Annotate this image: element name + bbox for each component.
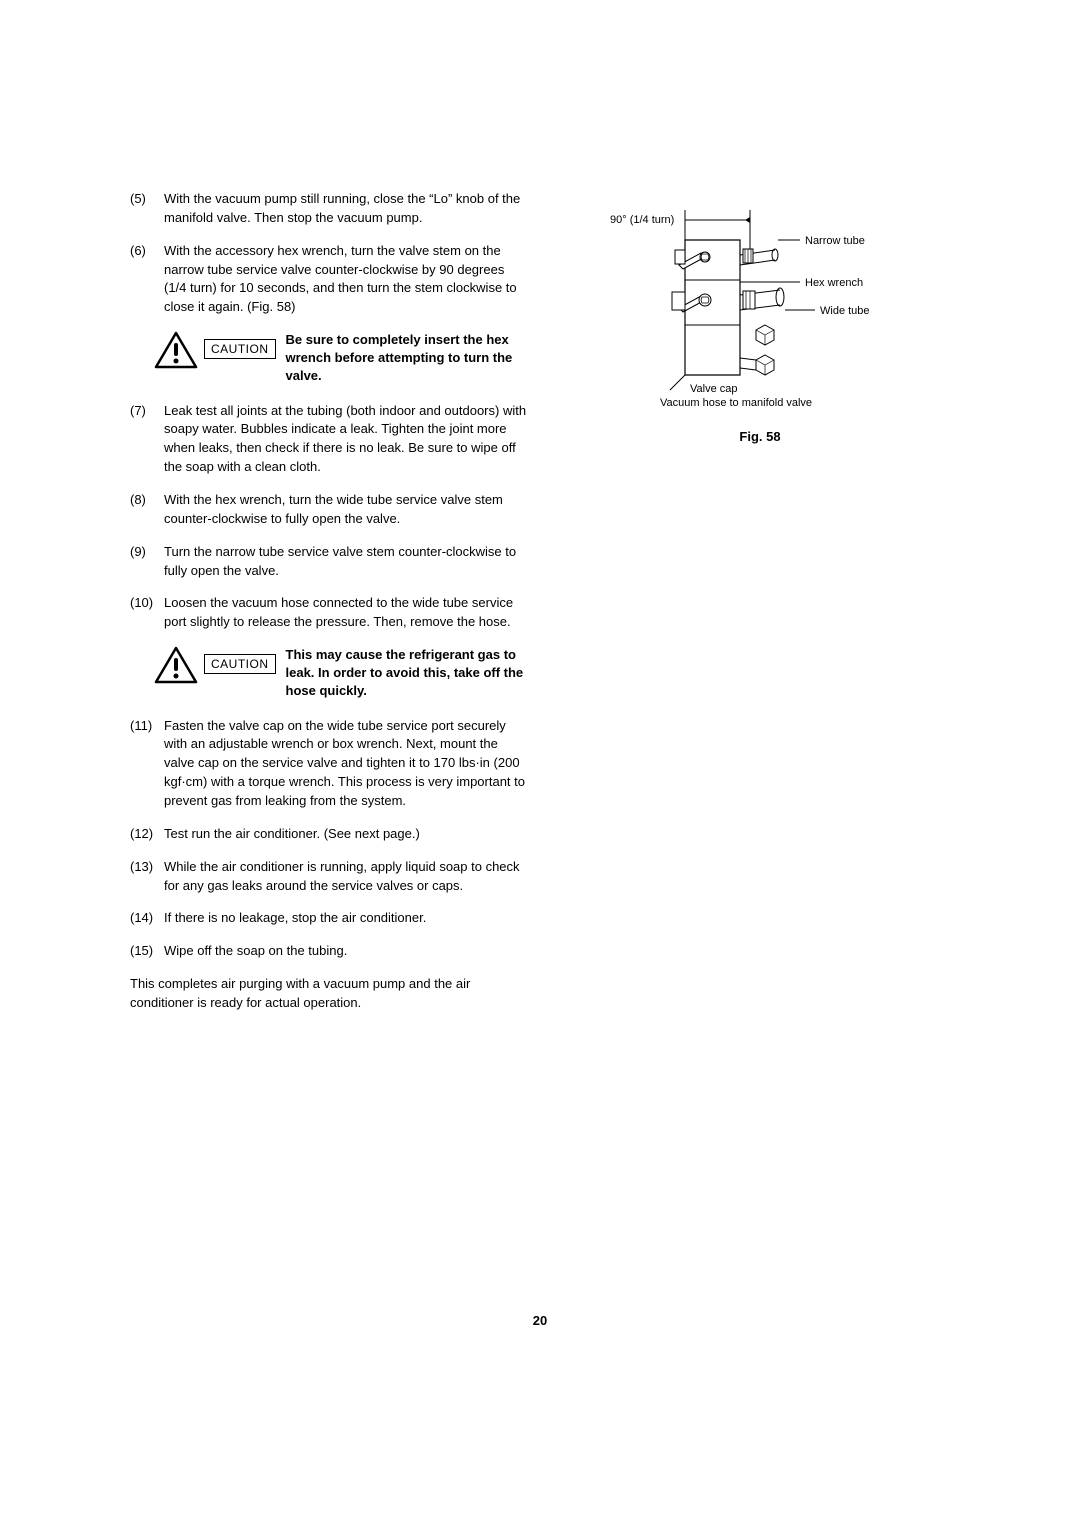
caution-block-1: CAUTION Be sure to completely insert the… [154,331,530,386]
label-turn: 90° (1/4 turn) [610,214,674,226]
step-13: (13) While the air conditioner is runnin… [130,858,530,896]
step-number: (12) [130,825,164,844]
step-8: (8) With the hex wrench, turn the wide t… [130,491,530,529]
step-7: (7) Leak test all joints at the tubing (… [130,402,530,477]
caution-block-2: CAUTION This may cause the refrigerant g… [154,646,530,701]
step-text: Leak test all joints at the tubing (both… [164,402,530,477]
page-number: 20 [533,1313,547,1328]
step-12: (12) Test run the air conditioner. (See … [130,825,530,844]
figure-caption: Fig. 58 [570,429,950,444]
step-number: (6) [130,242,164,317]
step-number: (15) [130,942,164,961]
step-text: Loosen the vacuum hose connected to the … [164,594,530,632]
step-text: Turn the narrow tube service valve stem … [164,543,530,581]
warning-triangle-icon [154,331,198,369]
label-valve-cap: Valve cap [690,383,738,395]
label-hex-wrench: Hex wrench [805,277,863,289]
step-text: With the accessory hex wrench, turn the … [164,242,530,317]
step-number: (9) [130,543,164,581]
step-11: (11) Fasten the valve cap on the wide tu… [130,717,530,811]
step-number: (14) [130,909,164,928]
warning-triangle-icon [154,646,198,684]
step-text: Fasten the valve cap on the wide tube se… [164,717,530,811]
valve-diagram-svg: 90° (1/4 turn) Narrow t [590,200,930,410]
caution-label: CAUTION [204,339,276,359]
step-text: While the air conditioner is running, ap… [164,858,530,896]
closing-text: This completes air purging with a vacuum… [130,975,530,1013]
step-10: (10) Loosen the vacuum hose connected to… [130,594,530,632]
step-number: (13) [130,858,164,896]
step-14: (14) If there is no leakage, stop the ai… [130,909,530,928]
label-wide-tube: Wide tube [820,305,870,317]
step-text: If there is no leakage, stop the air con… [164,909,530,928]
caution-label: CAUTION [204,654,276,674]
label-narrow-tube: Narrow tube [805,235,865,247]
caution-text: This may cause the refrigerant gas to le… [286,646,531,701]
step-text: Test run the air conditioner. (See next … [164,825,530,844]
step-5: (5) With the vacuum pump still running, … [130,190,530,228]
step-number: (11) [130,717,164,811]
caution-text: Be sure to completely insert the hex wre… [286,331,531,386]
step-text: With the hex wrench, turn the wide tube … [164,491,530,529]
right-column: 90° (1/4 turn) Narrow t [570,190,950,1013]
step-text: With the vacuum pump still running, clos… [164,190,530,228]
step-text: Wipe off the soap on the tubing. [164,942,530,961]
step-number: (7) [130,402,164,477]
caution-icon-group: CAUTION [154,646,276,684]
step-9: (9) Turn the narrow tube service valve s… [130,543,530,581]
step-number: (5) [130,190,164,228]
caution-icon-group: CAUTION [154,331,276,369]
step-number: (8) [130,491,164,529]
step-15: (15) Wipe off the soap on the tubing. [130,942,530,961]
figure-58: 90° (1/4 turn) Narrow t [570,200,950,444]
step-6: (6) With the accessory hex wrench, turn … [130,242,530,317]
step-number: (10) [130,594,164,632]
left-column: (5) With the vacuum pump still running, … [130,190,530,1013]
label-vacuum-hose: Vacuum hose to manifold valve [660,397,812,409]
